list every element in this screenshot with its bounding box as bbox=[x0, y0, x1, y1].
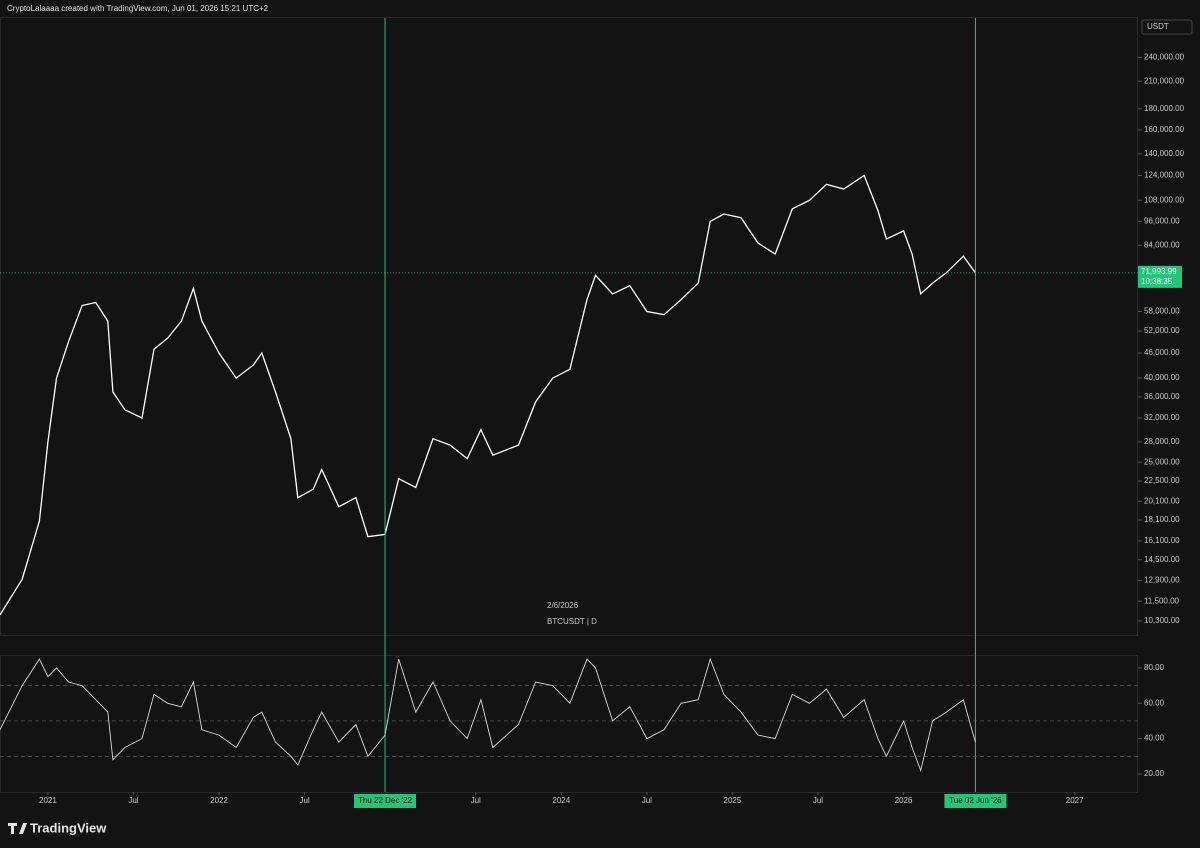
x-tick-label: Jul bbox=[299, 796, 309, 805]
x-tick-label: 2021 bbox=[39, 796, 57, 805]
y-tick-label: 14,500.00 bbox=[1144, 555, 1180, 564]
y-tick-label: 84,000.00 bbox=[1144, 240, 1180, 249]
last-price-label: 71,993.99 bbox=[1141, 267, 1177, 276]
currency-box[interactable] bbox=[1141, 19, 1193, 35]
x-tick-label: 2025 bbox=[724, 796, 742, 805]
x-tick-label: 2027 bbox=[1066, 796, 1084, 805]
brand-name[interactable]: TradingView bbox=[30, 820, 107, 835]
y-tick-label: 20,100.00 bbox=[1144, 496, 1180, 505]
y-tick-label: 108,000.00 bbox=[1144, 195, 1185, 204]
x-tick-label: 2024 bbox=[552, 796, 570, 805]
x-tick-label: Jul bbox=[471, 796, 481, 805]
y-tick-label: 96,000.00 bbox=[1144, 216, 1180, 225]
x-tick-label: Jul bbox=[642, 796, 652, 805]
y-tick-label: 28,000.00 bbox=[1144, 437, 1180, 446]
y-tick-label: 46,000.00 bbox=[1144, 348, 1180, 357]
rsi-pane-border bbox=[0, 655, 1138, 793]
y-tick-label: 22,500.00 bbox=[1144, 476, 1180, 485]
header-title: CryptoLalaaaa created with TradingView.c… bbox=[7, 4, 269, 13]
y-tick-label: 11,500.00 bbox=[1144, 596, 1180, 605]
watermark-date: 2/6/2026 bbox=[547, 601, 579, 610]
x-tick-label: Jul bbox=[813, 796, 823, 805]
date-marker-box bbox=[354, 794, 417, 808]
y-tick-label: 40,000.00 bbox=[1144, 373, 1180, 382]
x-tick-label: Jul bbox=[128, 796, 138, 805]
y-tick-label: 25,000.00 bbox=[1144, 457, 1180, 466]
x-tick-label: 2026 bbox=[895, 796, 913, 805]
y-tick-label: 160,000.00 bbox=[1144, 125, 1185, 134]
y-tick-label: 140,000.00 bbox=[1144, 149, 1185, 158]
date-marker-box bbox=[944, 794, 1007, 808]
y-tick-label: 10,300.00 bbox=[1144, 616, 1180, 625]
y-tick-label: 36,000.00 bbox=[1144, 392, 1180, 401]
y-tick-label: 240,000.00 bbox=[1144, 52, 1185, 61]
price-pane-border bbox=[0, 17, 1138, 636]
y-tick-label: 180,000.00 bbox=[1144, 104, 1185, 113]
y-tick-label: 12,900.00 bbox=[1144, 576, 1180, 585]
y-tick-label: 16,100.00 bbox=[1144, 536, 1180, 545]
y-tick-label: 20.00 bbox=[1144, 769, 1165, 778]
last-price-box bbox=[1138, 265, 1182, 288]
y-tick-label: 40.00 bbox=[1144, 734, 1165, 743]
y-tick-label: 124,000.00 bbox=[1144, 171, 1185, 180]
date-marker-label: Thu 22 Dec '22 bbox=[358, 796, 413, 805]
y-tick-label: 52,000.00 bbox=[1144, 326, 1180, 335]
brand-logo[interactable]: TradingView bbox=[8, 820, 107, 835]
countdown-label: 10:38:35 bbox=[1141, 277, 1173, 286]
currency-label[interactable]: USDT bbox=[1147, 22, 1169, 31]
y-tick-label: 32,000.00 bbox=[1144, 413, 1180, 422]
y-tick-label: 210,000.00 bbox=[1144, 76, 1185, 85]
date-marker-label: Tue 02 Jun '26 bbox=[949, 796, 1002, 805]
y-tick-label: 80.00 bbox=[1144, 663, 1165, 672]
price-line bbox=[0, 174, 976, 616]
watermark-symbol: BTCUSDT | D bbox=[547, 617, 597, 626]
y-tick-label: 58,000.00 bbox=[1144, 307, 1180, 316]
x-tick-label: 2022 bbox=[210, 796, 228, 805]
y-tick-label: 18,100.00 bbox=[1144, 515, 1180, 524]
logo-icon[interactable] bbox=[8, 823, 27, 834]
y-tick-label: 60.00 bbox=[1144, 698, 1165, 707]
price-line bbox=[0, 657, 976, 772]
